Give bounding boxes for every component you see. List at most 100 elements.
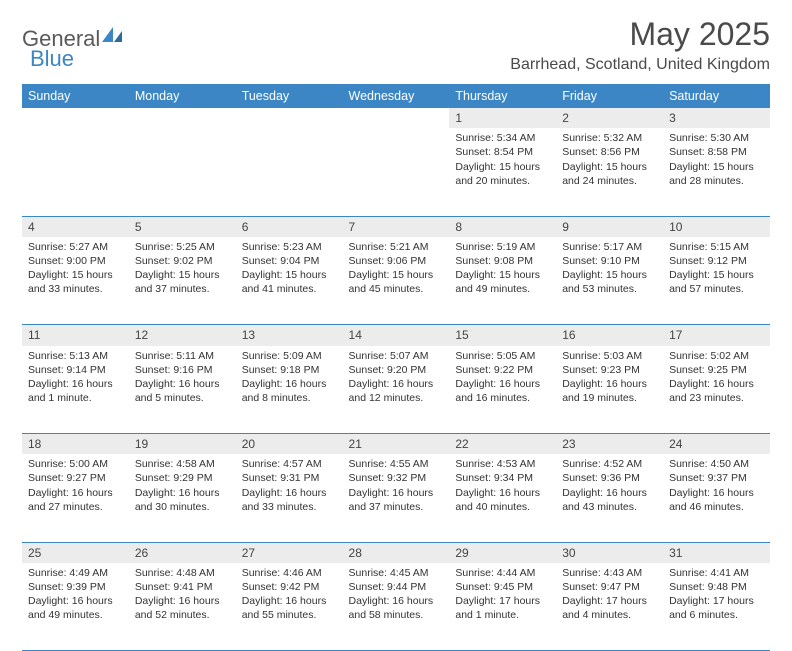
sunset-line: Sunset: 9:31 PM bbox=[242, 471, 337, 485]
sunrise-line: Sunrise: 5:07 AM bbox=[349, 349, 444, 363]
daylight-line: Daylight: 16 hours and 8 minutes. bbox=[242, 377, 337, 405]
weekday-header: Saturday bbox=[663, 84, 770, 108]
sunset-line: Sunset: 9:18 PM bbox=[242, 363, 337, 377]
sunset-line: Sunset: 9:23 PM bbox=[562, 363, 657, 377]
sunset-line: Sunset: 9:27 PM bbox=[28, 471, 123, 485]
daylight-line: Daylight: 16 hours and 40 minutes. bbox=[455, 486, 550, 514]
sunrise-line: Sunrise: 5:34 AM bbox=[455, 131, 550, 145]
day-detail-cell: Sunrise: 5:19 AMSunset: 9:08 PMDaylight:… bbox=[449, 237, 556, 325]
daylight-line: Daylight: 16 hours and 33 minutes. bbox=[242, 486, 337, 514]
day-detail-cell bbox=[236, 128, 343, 216]
sunset-line: Sunset: 9:14 PM bbox=[28, 363, 123, 377]
day-detail-cell: Sunrise: 4:43 AMSunset: 9:47 PMDaylight:… bbox=[556, 563, 663, 651]
sunrise-line: Sunrise: 5:25 AM bbox=[135, 240, 230, 254]
calendar-body: 123 Sunrise: 5:34 AMSunset: 8:54 PMDayli… bbox=[22, 108, 770, 651]
daylight-line: Daylight: 15 hours and 20 minutes. bbox=[455, 160, 550, 188]
location-text: Barrhead, Scotland, United Kingdom bbox=[510, 56, 770, 74]
sunset-line: Sunset: 9:42 PM bbox=[242, 580, 337, 594]
day-detail-cell: Sunrise: 5:27 AMSunset: 9:00 PMDaylight:… bbox=[22, 237, 129, 325]
sunrise-line: Sunrise: 5:17 AM bbox=[562, 240, 657, 254]
day-number-cell: 28 bbox=[343, 542, 450, 563]
day-number-cell: 26 bbox=[129, 542, 236, 563]
weekday-header: Wednesday bbox=[343, 84, 450, 108]
sunrise-line: Sunrise: 5:03 AM bbox=[562, 349, 657, 363]
day-number-row: 25262728293031 bbox=[22, 542, 770, 563]
day-detail-cell: Sunrise: 4:46 AMSunset: 9:42 PMDaylight:… bbox=[236, 563, 343, 651]
sunrise-line: Sunrise: 5:32 AM bbox=[562, 131, 657, 145]
day-number-cell bbox=[236, 108, 343, 128]
weekday-header: Sunday bbox=[22, 84, 129, 108]
day-detail-cell bbox=[129, 128, 236, 216]
sunrise-line: Sunrise: 4:44 AM bbox=[455, 566, 550, 580]
sunrise-line: Sunrise: 5:13 AM bbox=[28, 349, 123, 363]
daylight-line: Daylight: 16 hours and 23 minutes. bbox=[669, 377, 764, 405]
weekday-header: Thursday bbox=[449, 84, 556, 108]
sunrise-line: Sunrise: 4:49 AM bbox=[28, 566, 123, 580]
sunrise-line: Sunrise: 5:23 AM bbox=[242, 240, 337, 254]
day-number-cell: 4 bbox=[22, 216, 129, 237]
day-number-cell: 20 bbox=[236, 434, 343, 455]
day-detail-cell: Sunrise: 4:55 AMSunset: 9:32 PMDaylight:… bbox=[343, 454, 450, 542]
day-detail-cell: Sunrise: 5:02 AMSunset: 9:25 PMDaylight:… bbox=[663, 346, 770, 434]
daylight-line: Daylight: 16 hours and 55 minutes. bbox=[242, 594, 337, 622]
sunset-line: Sunset: 8:56 PM bbox=[562, 145, 657, 159]
sunset-line: Sunset: 9:10 PM bbox=[562, 254, 657, 268]
sunrise-line: Sunrise: 4:52 AM bbox=[562, 457, 657, 471]
daylight-line: Daylight: 17 hours and 6 minutes. bbox=[669, 594, 764, 622]
daylight-line: Daylight: 16 hours and 1 minute. bbox=[28, 377, 123, 405]
day-detail-cell: Sunrise: 4:50 AMSunset: 9:37 PMDaylight:… bbox=[663, 454, 770, 542]
day-number-cell bbox=[22, 108, 129, 128]
sunset-line: Sunset: 9:41 PM bbox=[135, 580, 230, 594]
sunset-line: Sunset: 9:04 PM bbox=[242, 254, 337, 268]
day-number-cell: 2 bbox=[556, 108, 663, 128]
day-detail-cell: Sunrise: 5:05 AMSunset: 9:22 PMDaylight:… bbox=[449, 346, 556, 434]
day-number-row: 45678910 bbox=[22, 216, 770, 237]
day-detail-cell: Sunrise: 4:41 AMSunset: 9:48 PMDaylight:… bbox=[663, 563, 770, 651]
day-number-cell: 27 bbox=[236, 542, 343, 563]
daylight-line: Daylight: 16 hours and 19 minutes. bbox=[562, 377, 657, 405]
day-number-cell bbox=[343, 108, 450, 128]
day-detail-cell: Sunrise: 5:07 AMSunset: 9:20 PMDaylight:… bbox=[343, 346, 450, 434]
day-number-cell: 13 bbox=[236, 325, 343, 346]
sunrise-line: Sunrise: 5:19 AM bbox=[455, 240, 550, 254]
day-number-cell: 17 bbox=[663, 325, 770, 346]
daylight-line: Daylight: 16 hours and 30 minutes. bbox=[135, 486, 230, 514]
day-detail-cell: Sunrise: 4:49 AMSunset: 9:39 PMDaylight:… bbox=[22, 563, 129, 651]
logo-text-blue: Blue bbox=[30, 46, 74, 72]
sunrise-line: Sunrise: 5:15 AM bbox=[669, 240, 764, 254]
day-number-cell: 18 bbox=[22, 434, 129, 455]
day-number-cell: 29 bbox=[449, 542, 556, 563]
day-number-cell: 10 bbox=[663, 216, 770, 237]
day-number-cell: 25 bbox=[22, 542, 129, 563]
sunrise-line: Sunrise: 5:27 AM bbox=[28, 240, 123, 254]
day-detail-cell: Sunrise: 4:58 AMSunset: 9:29 PMDaylight:… bbox=[129, 454, 236, 542]
daylight-line: Daylight: 16 hours and 27 minutes. bbox=[28, 486, 123, 514]
day-detail-cell: Sunrise: 5:23 AMSunset: 9:04 PMDaylight:… bbox=[236, 237, 343, 325]
sunset-line: Sunset: 9:00 PM bbox=[28, 254, 123, 268]
day-detail-row: Sunrise: 5:27 AMSunset: 9:00 PM Daylight:… bbox=[22, 237, 770, 325]
sunrise-line: Sunrise: 4:41 AM bbox=[669, 566, 764, 580]
calendar-table: SundayMondayTuesdayWednesdayThursdayFrid… bbox=[22, 84, 770, 651]
daylight-line: Daylight: 15 hours and 28 minutes. bbox=[669, 160, 764, 188]
day-number-cell: 21 bbox=[343, 434, 450, 455]
day-detail-cell: Sunrise: 5:09 AMSunset: 9:18 PMDaylight:… bbox=[236, 346, 343, 434]
day-number-cell: 3 bbox=[663, 108, 770, 128]
daylight-line: Daylight: 15 hours and 53 minutes. bbox=[562, 268, 657, 296]
daylight-line: Daylight: 16 hours and 46 minutes. bbox=[669, 486, 764, 514]
sunset-line: Sunset: 9:29 PM bbox=[135, 471, 230, 485]
day-detail-cell: Sunrise: 5:00 AMSunset: 9:27 PMDaylight:… bbox=[22, 454, 129, 542]
daylight-line: Daylight: 16 hours and 58 minutes. bbox=[349, 594, 444, 622]
day-detail-cell: Sunrise: 4:44 AMSunset: 9:45 PMDaylight:… bbox=[449, 563, 556, 651]
day-detail-cell bbox=[22, 128, 129, 216]
sunset-line: Sunset: 9:08 PM bbox=[455, 254, 550, 268]
sunrise-line: Sunrise: 4:57 AM bbox=[242, 457, 337, 471]
sunset-line: Sunset: 9:39 PM bbox=[28, 580, 123, 594]
daylight-line: Daylight: 17 hours and 4 minutes. bbox=[562, 594, 657, 622]
sunset-line: Sunset: 9:37 PM bbox=[669, 471, 764, 485]
sunrise-line: Sunrise: 4:43 AM bbox=[562, 566, 657, 580]
day-detail-row: Sunrise: 4:49 AMSunset: 9:39 PM Daylight:… bbox=[22, 563, 770, 651]
daylight-line: Daylight: 16 hours and 43 minutes. bbox=[562, 486, 657, 514]
day-number-cell: 15 bbox=[449, 325, 556, 346]
sunset-line: Sunset: 9:44 PM bbox=[349, 580, 444, 594]
month-title: May 2025 bbox=[510, 18, 770, 50]
